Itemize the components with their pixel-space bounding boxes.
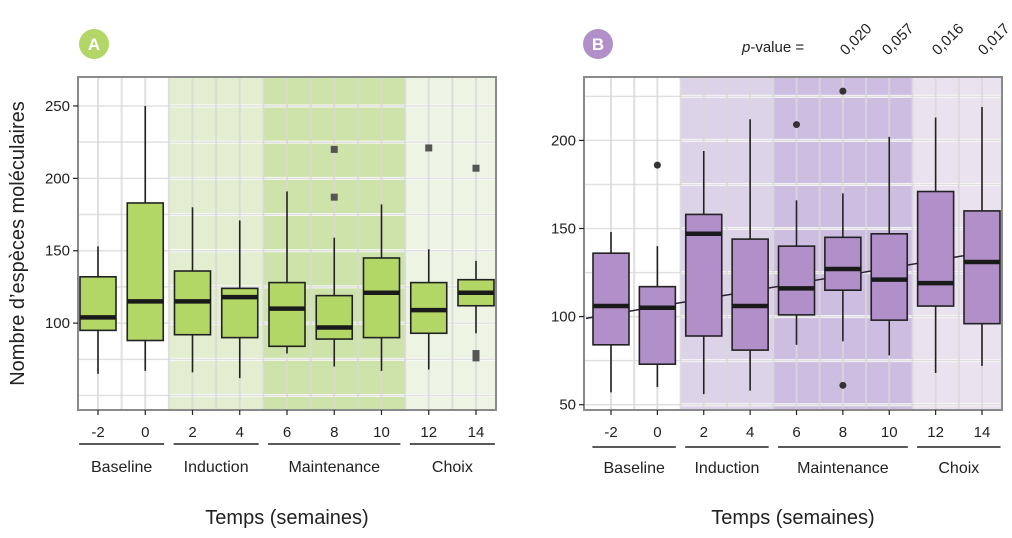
box-b--2	[592, 232, 630, 393]
group-label: Baseline	[91, 459, 152, 476]
box-body	[362, 257, 401, 339]
y-tick-label: 200	[551, 132, 576, 149]
box-b-14	[963, 106, 1001, 366]
x-tick-label: -2	[604, 424, 617, 441]
y-tick-label: 150	[551, 221, 576, 238]
x-tick-label: 12	[927, 424, 944, 441]
pvalue-label-rest: -value =	[750, 39, 804, 56]
x-tick-label: 6	[792, 424, 800, 441]
box-body	[126, 202, 165, 342]
x-tick-label: 12	[420, 424, 437, 441]
x-tick-label: 6	[283, 424, 291, 441]
group-label: Choix	[938, 460, 979, 477]
y-tick-label: 200	[45, 170, 70, 187]
box-a--2	[79, 246, 117, 374]
box-b-8	[824, 87, 862, 389]
box-body	[777, 245, 816, 316]
box-a-10	[362, 204, 401, 371]
box-body	[731, 238, 769, 351]
x-tick-label: 10	[881, 424, 898, 441]
box-body	[592, 252, 630, 346]
panel-b: 50 100 150 200 -2 0 2 4 6 8 10 12 14 Baseline Inductio…	[551, 20, 1012, 529]
box-a-12	[409, 144, 448, 370]
group-label: Induction	[694, 460, 759, 477]
outlier-point	[330, 193, 338, 201]
pvalue-induction: 0,057	[879, 20, 918, 59]
box-a-8	[315, 145, 354, 367]
y-tick-label: 50	[559, 397, 576, 414]
group-label: Maintenance	[797, 460, 889, 477]
pvalue-label: p-value =	[741, 39, 804, 56]
plot-frame	[583, 76, 1003, 411]
box-body	[79, 275, 117, 332]
outlier-point	[839, 87, 847, 95]
box-b-2	[684, 151, 723, 395]
outlier-point	[472, 354, 480, 362]
box-b-4	[731, 119, 769, 391]
box-body	[638, 285, 677, 365]
y-tick-label: 100	[551, 309, 576, 326]
x-axis-title: Temps (semaines)	[205, 507, 368, 529]
group-label: Maintenance	[288, 459, 380, 476]
panel-badge	[583, 29, 613, 59]
x-tick-label: 4	[236, 424, 244, 441]
box-body	[916, 190, 955, 307]
box-a-4	[220, 220, 259, 379]
outlier-point	[472, 350, 480, 358]
box-a-0	[126, 105, 165, 371]
group-label: Baseline	[604, 460, 665, 477]
x-tick-label: 14	[468, 424, 485, 441]
box-b-10	[870, 136, 909, 356]
x-tick-label: -2	[91, 424, 104, 441]
x-tick-label: 0	[653, 424, 661, 441]
panel-badge	[79, 29, 109, 59]
pvalue-label-p: p	[741, 39, 750, 56]
y-tick-label: 100	[45, 315, 70, 332]
group-label: Induction	[184, 459, 249, 476]
outlier-point	[839, 381, 847, 389]
box-body	[824, 236, 862, 291]
x-tick-label: 8	[839, 424, 847, 441]
outlier-point	[472, 164, 480, 172]
outlier-point	[793, 121, 800, 129]
x-tick-label: 10	[373, 424, 390, 441]
outlier-point	[330, 145, 338, 153]
pvalue-choix: 0,017	[975, 20, 1012, 59]
x-tick-label: 2	[700, 424, 708, 441]
x-axis-title: Temps (semaines)	[711, 507, 874, 529]
x-tick-label: 2	[188, 424, 196, 441]
box-body	[315, 294, 354, 340]
x-tick-label: 4	[746, 424, 754, 441]
x-tick-label: 8	[330, 424, 338, 441]
box-a-14	[457, 164, 495, 362]
pvalue-baseline: 0,020	[837, 20, 876, 59]
x-tick-label: 14	[974, 424, 991, 441]
panel-a: 100 150 200 250 -2 0 2 4 6 8 10 12 14 Baseline Inducti…	[7, 29, 497, 529]
box-body	[870, 233, 909, 321]
box-body	[963, 210, 1001, 325]
group-band-choix	[405, 77, 496, 410]
group-label: Choix	[432, 459, 473, 476]
box-a-6	[268, 191, 306, 354]
pvalue-maintenance: 0,016	[929, 20, 968, 59]
panel-letter: B	[592, 35, 604, 54]
box-b-12	[916, 117, 955, 373]
outlier-point	[425, 144, 433, 152]
outlier-point	[653, 161, 661, 169]
box-b-0	[638, 161, 677, 388]
x-tick-label: 0	[141, 424, 149, 441]
y-tick-label: 150	[45, 243, 70, 260]
y-tick-label: 250	[45, 98, 70, 115]
y-axis-title: Nombre d’espèces moléculaires	[7, 101, 29, 386]
box-body	[268, 281, 306, 348]
panel-letter: A	[88, 35, 100, 54]
box-a-2	[173, 207, 212, 373]
box-b-6	[777, 121, 816, 345]
